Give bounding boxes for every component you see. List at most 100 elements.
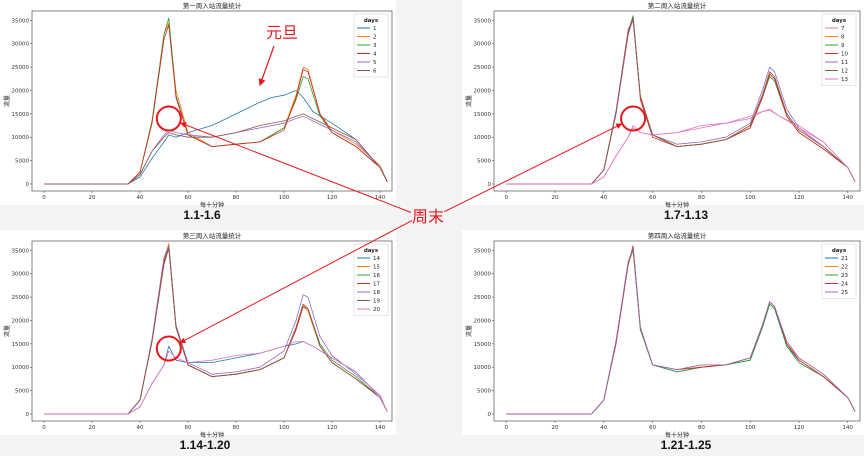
y-tick-label: 20000 xyxy=(12,88,30,94)
y-axis-label: 流量 xyxy=(3,95,11,107)
x-tick-label: 80 xyxy=(698,425,705,431)
chart-caption-1: 1.1-1.6 xyxy=(183,208,221,222)
legend-title: days xyxy=(364,18,379,24)
x-tick-label: 120 xyxy=(327,195,338,201)
legend: days 14 15 16 17 18 19 20 xyxy=(353,243,389,316)
series-line-20 xyxy=(44,341,388,415)
chart-2: 第二周入站流量统计 0 20 40 60 80 100 120 140 0 5000 10000 150… xyxy=(465,1,861,209)
y-tick-label: 0 xyxy=(488,182,492,188)
y-tick-label: 25000 xyxy=(12,65,30,71)
new-year-arrow xyxy=(258,45,275,87)
y-tick-label: 15000 xyxy=(474,112,492,118)
x-tick-label: 60 xyxy=(649,425,656,431)
y-tick-label: 10000 xyxy=(474,135,492,141)
legend-label-22: 22 xyxy=(841,265,848,271)
y-tick-label: 30000 xyxy=(474,42,492,48)
y-tick-label: 35000 xyxy=(12,18,30,24)
x-tick-label: 20 xyxy=(552,195,559,201)
x-tick-label: 140 xyxy=(375,195,386,201)
plot-frame xyxy=(493,240,861,422)
series-line-1 xyxy=(44,90,388,185)
legend-title: days xyxy=(364,248,379,254)
chart-title: 第一周入站流量统计 xyxy=(183,1,242,10)
y-axis-label: 流量 xyxy=(3,325,11,337)
y-tick-label: 15000 xyxy=(12,112,30,118)
y-tick-label: 30000 xyxy=(12,42,30,48)
y-tick-label: 15000 xyxy=(474,342,492,348)
y-tick-label: 0 xyxy=(26,412,30,418)
y-tick-label: 10000 xyxy=(12,365,30,371)
series-line-6 xyxy=(44,113,388,185)
y-tick-label: 20000 xyxy=(12,318,30,324)
legend-label-11: 11 xyxy=(841,60,848,66)
x-tick-label: 40 xyxy=(137,425,144,431)
weekend-arrow-2 xyxy=(444,123,623,213)
x-tick-label: 40 xyxy=(137,195,144,201)
chart-caption-2: 1.7-1.13 xyxy=(663,208,709,222)
series-line-12 xyxy=(506,17,856,185)
x-tick-label: 40 xyxy=(600,425,607,431)
x-tick-label: 140 xyxy=(375,425,386,431)
chart-caption-3: 1.14-1.20 xyxy=(179,438,231,452)
y-tick-label: 5000 xyxy=(15,389,29,395)
x-tick-label: 100 xyxy=(279,425,290,431)
legend-label-21: 21 xyxy=(841,256,848,262)
legend-label-4: 4 xyxy=(373,52,377,58)
chart-title: 第二周入站流量统计 xyxy=(648,1,707,10)
x-axis-label: 每十分钟 xyxy=(200,431,224,439)
legend-title: days xyxy=(832,248,847,254)
chart-title: 第三周入站流量统计 xyxy=(183,231,242,240)
legend-label-2: 2 xyxy=(373,35,377,41)
series-line-18 xyxy=(44,245,388,415)
x-tick-label: 40 xyxy=(600,195,607,201)
x-tick-label: 80 xyxy=(233,195,240,201)
legend-box xyxy=(353,243,389,316)
plot-frame xyxy=(31,10,393,192)
x-tick-label: 0 xyxy=(42,425,46,431)
x-tick-label: 140 xyxy=(843,195,854,201)
legend-label-3: 3 xyxy=(373,43,377,49)
legend-label-6: 6 xyxy=(373,69,377,75)
plot-frame xyxy=(31,240,393,422)
x-tick-label: 20 xyxy=(552,425,559,431)
x-tick-label: 60 xyxy=(185,425,192,431)
y-tick-label: 35000 xyxy=(12,248,30,254)
y-tick-label: 0 xyxy=(26,182,30,188)
legend-label-19: 19 xyxy=(373,299,380,305)
x-axis-label: 每十分钟 xyxy=(665,431,689,439)
legend-label-1: 1 xyxy=(373,26,377,32)
x-tick-label: 120 xyxy=(794,425,805,431)
chart-4: 第四周入站流量统计 0 20 40 60 80 100 120 140 0 5000 10000 150… xyxy=(465,231,861,439)
x-tick-label: 100 xyxy=(745,195,756,201)
legend-label-18: 18 xyxy=(373,290,380,296)
weekend-arrow-1 xyxy=(180,122,412,213)
series-line-19 xyxy=(44,247,388,415)
series-line-13 xyxy=(506,109,856,185)
legend-box xyxy=(353,13,389,78)
x-tick-label: 20 xyxy=(89,425,96,431)
chart-1: 第一周入站流量统计 0 20 40 60 80 100 120 140 0 5000 10000 150… xyxy=(3,1,393,209)
weekend-circle xyxy=(155,105,182,132)
x-tick-label: 80 xyxy=(233,425,240,431)
x-tick-label: 80 xyxy=(698,195,705,201)
y-tick-label: 25000 xyxy=(12,295,30,301)
y-tick-label: 20000 xyxy=(474,88,492,94)
y-tick-label: 20000 xyxy=(474,318,492,324)
y-tick-label: 35000 xyxy=(474,248,492,254)
y-tick-label: 25000 xyxy=(474,65,492,71)
x-tick-label: 60 xyxy=(185,195,192,201)
legend: days 21 22 23 24 25 xyxy=(821,243,857,299)
weekend-circle xyxy=(620,105,647,132)
y-tick-label: 10000 xyxy=(12,135,30,141)
legend-label-7: 7 xyxy=(841,26,845,32)
weekend-arrow-3 xyxy=(179,220,413,344)
x-tick-label: 140 xyxy=(843,425,854,431)
y-axis-label: 流量 xyxy=(465,95,473,107)
y-tick-label: 0 xyxy=(488,412,492,418)
y-tick-label: 5000 xyxy=(477,389,491,395)
y-tick-label: 10000 xyxy=(474,365,492,371)
y-tick-label: 15000 xyxy=(12,342,30,348)
legend-label-10: 10 xyxy=(841,52,848,58)
